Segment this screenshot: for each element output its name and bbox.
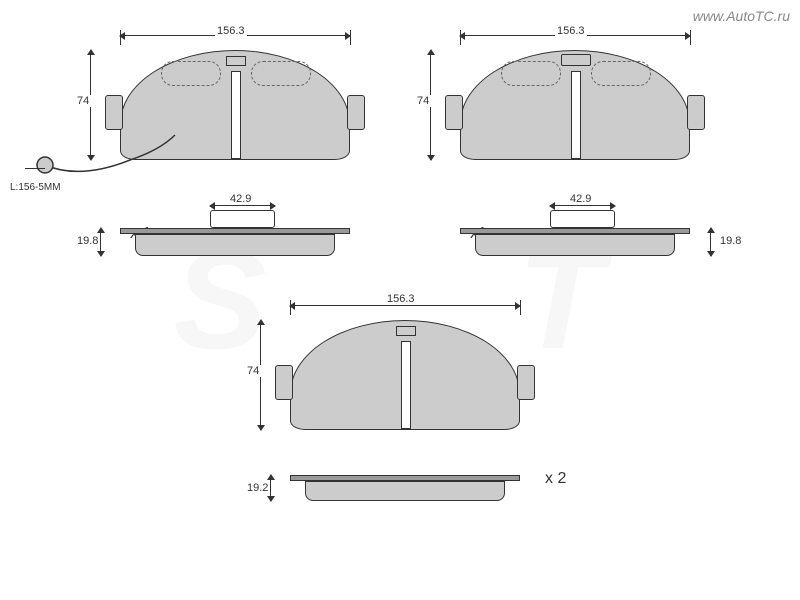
pad3-width-label: 156.3	[385, 293, 417, 305]
pad1-dash1	[161, 61, 221, 86]
pad2-height-label: 74	[415, 95, 431, 107]
pad3-height-label: 74	[245, 365, 261, 377]
pad1-clip-label: 42.9	[228, 193, 253, 205]
pad2-dash1	[501, 61, 561, 86]
pad1-ear-r	[347, 95, 365, 130]
pad1-sensor-label: L:156-5MM	[10, 182, 61, 193]
pad2-ear-l	[445, 95, 463, 130]
tick	[520, 300, 521, 315]
diagram-container: { "watermark": { "url": "www.AutoTC.ru",…	[0, 0, 800, 600]
tick	[290, 300, 291, 315]
pad2-clip-label: 42.9	[568, 193, 593, 205]
pad1-ear-l	[105, 95, 123, 130]
pad2-thick-label: 19.8	[718, 235, 743, 247]
pad2-thick-dim	[710, 228, 711, 256]
pad3-ear-l	[275, 365, 293, 400]
pad2-top-clip	[561, 54, 591, 66]
pad3-qty: x 2	[545, 470, 566, 488]
pad1-top-clip	[226, 56, 246, 66]
pad2-slot	[571, 71, 581, 159]
pad1-height-label: 74	[75, 95, 91, 107]
pad1-clip-dim	[210, 205, 275, 206]
pad3-width-dim	[290, 305, 520, 306]
pad3-thick-label: 19.2	[245, 482, 270, 494]
tick	[460, 30, 461, 45]
pad2-clip	[550, 210, 615, 228]
tick	[690, 30, 691, 45]
watermark-url: www.AutoTC.ru	[693, 8, 790, 24]
pad1-dash2	[251, 61, 311, 86]
pad3-side	[305, 481, 505, 501]
pad2-clip-dim	[550, 205, 615, 206]
pad1-sensor-wire	[30, 130, 180, 190]
pad3-ear-r	[517, 365, 535, 400]
pad1-side	[135, 234, 335, 256]
pad1-width-label: 156.3	[215, 25, 247, 37]
pad1-slot	[231, 71, 241, 159]
pad2-dash2	[591, 61, 651, 86]
pad3-top-clip	[396, 326, 416, 336]
pad2-width-label: 156.3	[555, 25, 587, 37]
pad1-thick-label: 19.8	[75, 235, 100, 247]
tick	[120, 30, 121, 45]
pad2-ear-r	[687, 95, 705, 130]
sensor-ptr	[25, 168, 45, 169]
tick	[350, 30, 351, 45]
pad3-slot	[401, 341, 411, 429]
pad3-body	[290, 320, 520, 430]
pad2-body	[460, 50, 690, 160]
pad2-side	[475, 234, 675, 256]
pad1-clip	[210, 210, 275, 228]
